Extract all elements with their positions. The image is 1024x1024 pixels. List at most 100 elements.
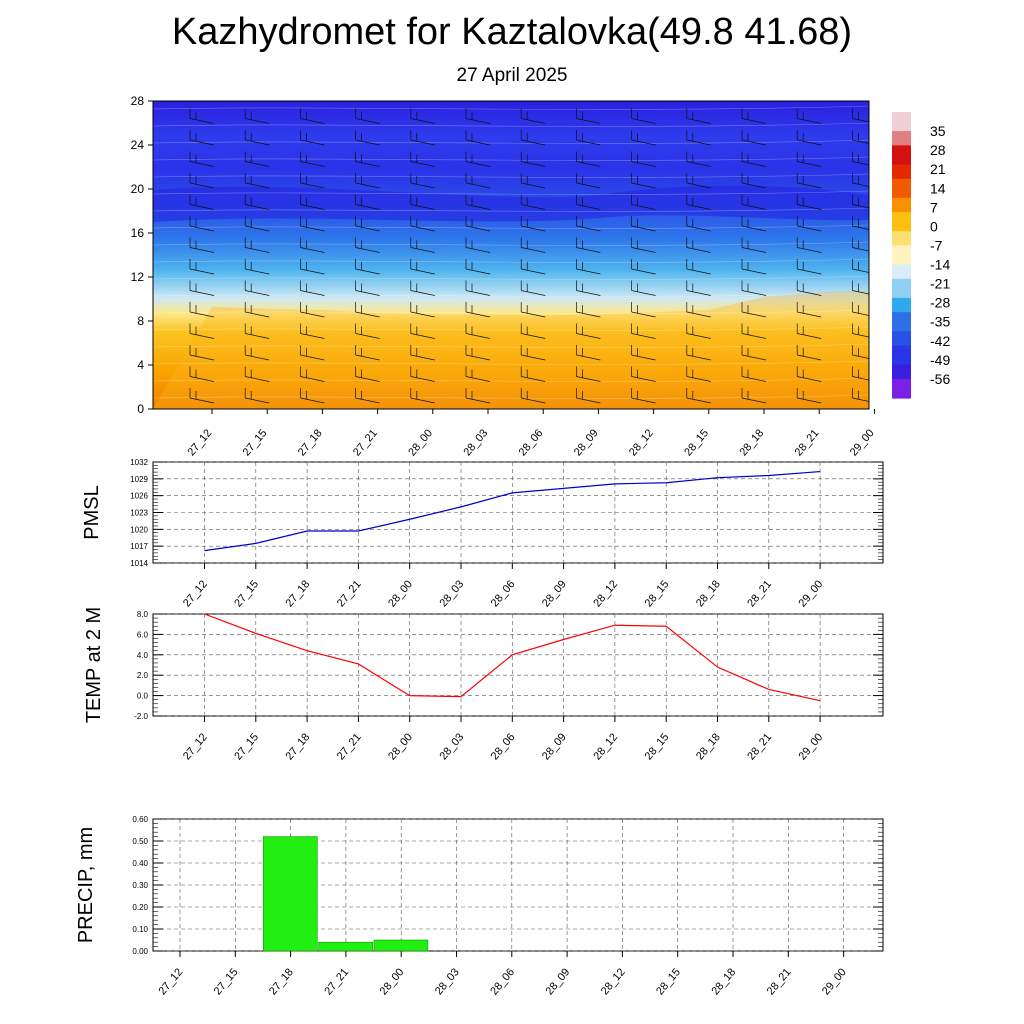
barb-shaft <box>741 290 767 296</box>
wind-barb <box>244 216 270 232</box>
colorbar-swatch <box>892 336 911 342</box>
x-tick-label: 28_00 <box>386 731 415 762</box>
wind-barb <box>520 108 546 124</box>
barb-shaft <box>189 118 215 124</box>
y-tick-label: 8.0 <box>137 610 149 619</box>
barb-shaft <box>852 161 869 166</box>
barb-shaft <box>797 333 822 339</box>
barb-shaft <box>245 311 270 318</box>
barb-shaft <box>465 247 491 253</box>
barb-shaft <box>686 268 711 275</box>
barb-shaft <box>631 161 656 167</box>
wind-barb <box>520 216 546 232</box>
wind-barb <box>576 302 601 318</box>
barb-shaft <box>300 225 325 232</box>
wind-barb <box>852 130 869 144</box>
wind-barb <box>189 216 215 232</box>
x-tick-label: 27_18 <box>284 578 313 609</box>
colorbar-swatch <box>892 231 911 237</box>
isotherm-line <box>153 275 869 280</box>
barb-shaft <box>521 397 546 404</box>
x-tick-label: 28_09 <box>540 578 569 609</box>
colorbar-swatch <box>892 116 911 123</box>
barb-shaft <box>521 161 546 167</box>
wind-barb <box>741 194 767 210</box>
barb-shaft <box>521 354 546 361</box>
barb-shaft <box>410 397 435 404</box>
wind-barb <box>741 302 767 318</box>
barb-shaft <box>410 311 435 318</box>
colorbar-label: -7 <box>930 237 943 253</box>
isotherm-line <box>153 173 869 178</box>
barb-shaft <box>797 139 822 146</box>
colorbar-label: 28 <box>930 142 946 158</box>
colorbar-swatch <box>892 131 911 137</box>
barb-shaft <box>189 139 215 146</box>
colorbar-swatch <box>892 188 911 194</box>
barb-shaft <box>465 333 491 339</box>
barb-shaft <box>465 268 491 275</box>
y-tick-label: 0.40 <box>132 859 148 868</box>
colorbar-swatch <box>892 226 911 232</box>
wind-barb <box>796 130 822 146</box>
isotherm-line <box>153 224 869 229</box>
barb-shaft <box>245 118 270 124</box>
barb-shaft <box>797 204 822 210</box>
barb-shaft <box>852 376 869 381</box>
barb-shaft <box>852 354 869 359</box>
x-tick-label: 28_21 <box>745 731 774 762</box>
barb-shaft <box>576 268 601 275</box>
wind-barb <box>244 366 270 382</box>
wind-barb <box>631 237 656 253</box>
colorbar-swatch <box>892 202 911 208</box>
x-tick-label: 27_21 <box>335 578 364 609</box>
barb-shaft <box>741 182 767 189</box>
x-tick-label: 28_12 <box>591 731 620 762</box>
barb-shaft <box>686 182 711 189</box>
warm-layer-overlay <box>153 290 869 409</box>
wind-barb <box>300 323 325 339</box>
isotherm-line <box>153 377 869 382</box>
barb-shaft <box>797 247 822 253</box>
wind-barb <box>852 259 869 273</box>
barb-shaft <box>245 204 270 210</box>
wind-barb <box>410 280 435 296</box>
wind-barb <box>686 173 711 189</box>
colorbar-label: 21 <box>930 161 946 177</box>
barb-shaft <box>521 247 546 253</box>
barb-shaft <box>300 354 325 361</box>
colorbar-swatch <box>892 173 911 180</box>
barb-shaft <box>852 204 869 209</box>
wind-barb <box>631 280 656 296</box>
barb-shaft <box>631 204 656 210</box>
colorbar-swatch <box>892 178 911 185</box>
wind-barb <box>796 388 822 404</box>
x-tick-label: 27_21 <box>322 966 351 997</box>
barb-shaft <box>355 161 380 167</box>
wind-barb <box>244 194 270 210</box>
colorbar-swatch <box>892 321 911 328</box>
barb-shaft <box>686 333 711 339</box>
wind-barb <box>686 302 711 318</box>
wind-barb <box>355 194 380 210</box>
x-tick-label: 27_21 <box>351 427 380 458</box>
barb-shaft <box>576 311 601 318</box>
wind-barb <box>741 366 767 382</box>
x-tick-label: 28_09 <box>540 731 569 762</box>
wind-barb <box>576 366 601 382</box>
barb-shaft <box>355 139 380 146</box>
barb-shaft <box>686 204 711 210</box>
barb-shaft <box>355 311 380 318</box>
wind-barb <box>796 366 822 382</box>
barb-shaft <box>355 225 380 232</box>
colorbar-swatch <box>892 355 911 361</box>
y-tick-label: 0.60 <box>132 815 148 824</box>
barb-shaft <box>300 268 325 275</box>
barb-shaft <box>245 139 270 146</box>
wind-barb <box>741 345 767 361</box>
panel-frame <box>152 613 884 717</box>
x-tick-label: 28_09 <box>572 427 601 458</box>
wind-barb <box>796 259 822 275</box>
wind-barb <box>520 302 546 318</box>
wind-barb <box>410 259 435 275</box>
